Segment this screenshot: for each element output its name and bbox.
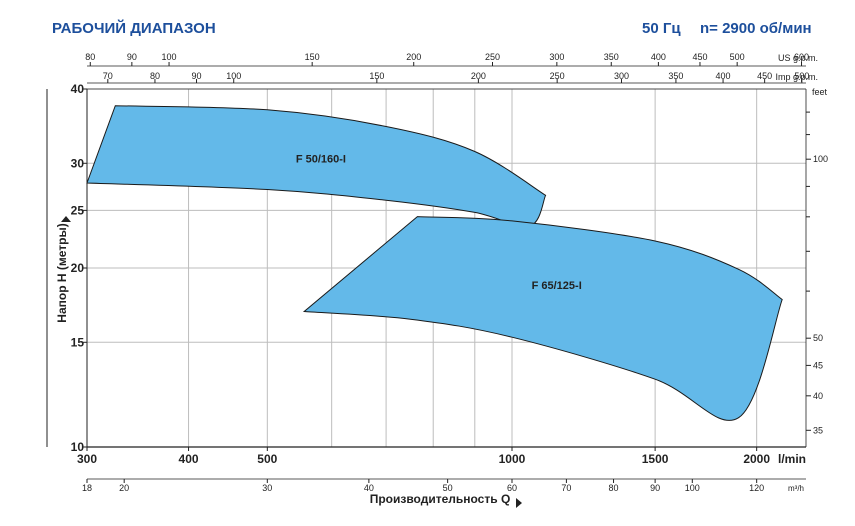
x-tick-label: 300: [77, 452, 97, 466]
us-gpm-tick-label: 150: [305, 52, 320, 62]
feet-axis-label: feet: [812, 87, 828, 97]
x-tick-label: 400: [179, 452, 199, 466]
x-tick-label: 1000: [499, 452, 526, 466]
imp-gpm-tick-label: 250: [550, 71, 565, 81]
us-gpm-tick-label: 500: [730, 52, 745, 62]
m3h-tick-label: 60: [507, 483, 517, 493]
m3h-tick-label: 50: [443, 483, 453, 493]
us-gpm-tick-label: 250: [485, 52, 500, 62]
imp-gpm-axis-label: Imp g.p.m.: [775, 72, 818, 82]
x-axis-arrow-icon: [516, 498, 522, 508]
m3h-tick-label: 30: [262, 483, 272, 493]
axes: 10 15 20 25 30 40 300 400 500 1000 1500 2000 80 90 100…: [46, 52, 828, 493]
m3h-axis-label: m³/h: [788, 484, 804, 493]
feet-tick-label: 40: [813, 391, 823, 401]
imp-gpm-tick-label: 70: [103, 71, 113, 81]
operating-regions: F 50/160-I F 65/125-I: [86, 105, 783, 421]
imp-gpm-tick-label: 100: [226, 71, 241, 81]
us-gpm-axis-label: US g.p.m.: [778, 53, 818, 63]
m3h-tick-label: 18: [82, 483, 92, 493]
us-gpm-tick-label: 80: [85, 52, 95, 62]
imp-gpm-tick-label: 450: [757, 71, 772, 81]
us-gpm-tick-label: 450: [692, 52, 707, 62]
feet-tick-label: 35: [813, 425, 823, 435]
m3h-tick-label: 80: [609, 483, 619, 493]
chart-title: РАБОЧИЙ ДИАПАЗОН: [52, 20, 216, 37]
x-axis-label: Производительность Q: [370, 492, 511, 506]
frequency-label: 50 Гц: [642, 20, 681, 37]
us-gpm-tick-label: 600: [794, 52, 809, 62]
y-axis-label: Напор H (метры): [55, 223, 69, 322]
x-unit-label: l/min: [778, 452, 806, 466]
imp-gpm-tick-label: 400: [716, 71, 731, 81]
us-gpm-tick-label: 400: [651, 52, 666, 62]
y-tick-label: 25: [71, 203, 85, 217]
m3h-tick-label: 90: [650, 483, 660, 493]
us-gpm-tick-label: 350: [604, 52, 619, 62]
x-tick-label: 1500: [642, 452, 669, 466]
imp-gpm-tick-label: 350: [668, 71, 683, 81]
y-tick-label: 30: [71, 156, 85, 170]
y-tick-label: 10: [71, 440, 85, 454]
imp-gpm-tick-label: 150: [369, 71, 384, 81]
imp-gpm-tick-label: 500: [794, 71, 809, 81]
imp-gpm-tick-label: 300: [614, 71, 629, 81]
m3h-tick-label: 120: [749, 483, 764, 493]
imp-gpm-tick-label: 80: [150, 71, 160, 81]
y-tick-label: 20: [71, 261, 85, 275]
feet-tick-label: 50: [813, 333, 823, 343]
y-axis-arrow-icon: [61, 216, 71, 222]
y-tick-label: 40: [71, 82, 85, 96]
imp-gpm-tick-label: 90: [192, 71, 202, 81]
feet-tick-label: 45: [813, 360, 823, 370]
m3h-tick-label: 40: [364, 483, 374, 493]
speed-label: n= 2900 об/мин: [700, 20, 812, 37]
m3h-tick-label: 70: [561, 483, 571, 493]
region-label: F 50/160-I: [296, 153, 346, 165]
feet-tick-label: 100: [813, 154, 828, 164]
m3h-tick-label: 20: [119, 483, 129, 493]
imp-gpm-tick-label: 200: [471, 71, 486, 81]
us-gpm-tick-label: 200: [406, 52, 421, 62]
us-gpm-tick-label: 90: [127, 52, 137, 62]
y-tick-label: 15: [71, 335, 85, 349]
region-label: F 65/125-I: [532, 280, 582, 292]
x-tick-label: 500: [257, 452, 277, 466]
region-f-50-160-i: [86, 105, 547, 228]
us-gpm-tick-label: 300: [549, 52, 564, 62]
us-gpm-tick-label: 100: [162, 52, 177, 62]
m3h-tick-label: 100: [685, 483, 700, 493]
x-tick-label: 2000: [743, 452, 770, 466]
region-f-65-125-i: [302, 216, 783, 421]
